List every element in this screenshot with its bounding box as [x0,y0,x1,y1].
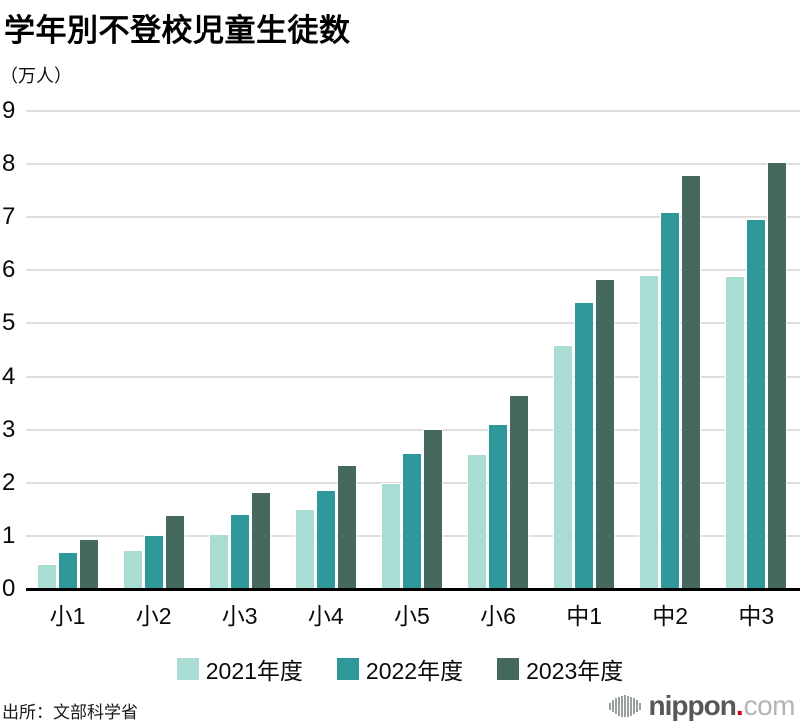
equalizer-bar [614,698,617,714]
y-axis-unit-label: （万人） [0,66,72,86]
bar-2023-小6 [510,396,528,589]
legend-swatch-2023 [497,658,520,680]
gridline-y9 [26,110,800,112]
x-tick-label-小2: 小2 [135,603,172,629]
bar-2022-小1 [58,553,77,589]
bar-group-小3 [209,493,270,589]
gridline-y6 [26,269,800,272]
bar-2021-小5 [381,484,400,589]
x-tick-label-中1: 中1 [566,603,602,629]
bar-2023-中2 [682,176,701,589]
bar-2022-中1 [575,303,594,589]
legend-item-2023: 2023年度 [497,652,623,686]
logo-dot: . [735,690,744,721]
bar-2023-小2 [165,516,184,589]
bar-group-小6 [468,396,528,589]
gridline-y8 [26,163,800,166]
y-tick-label-1: 1 [2,521,16,549]
legend-label-2023: 2023年度 [526,658,624,684]
equalizer-bar [632,698,635,714]
bar-2022-小3 [230,515,249,589]
plot-area [26,110,800,591]
bar-group-小4 [295,466,356,589]
bar-group-中2 [640,176,701,589]
legend-swatch-2022 [336,658,359,680]
y-tick-label-0: 0 [2,575,16,602]
equalizer-bar [611,700,614,712]
legend-item-2022: 2022年度 [336,652,464,686]
bar-group-中3 [726,163,787,589]
bar-2023-小1 [79,540,98,589]
y-tick-label-7: 7 [2,203,16,231]
legend-label-2022: 2022年度 [365,658,464,684]
equalizer-bar [608,702,611,710]
bar-2022-小5 [402,454,421,589]
gridline-y7 [26,216,800,219]
bar-group-中1 [554,280,615,589]
x-tick-label-小3: 小3 [221,603,258,629]
equalizer-bar [629,696,632,716]
chart-title: 学年別不登校児童生徒数 [4,13,351,48]
bar-2023-中1 [596,280,615,589]
bar-2022-中3 [747,220,766,589]
legend: 2021年度 2022年度 2023年度 [0,652,800,686]
gridline-y5 [26,322,800,325]
y-tick-label-4: 4 [2,362,16,390]
gridline-y4 [26,375,800,378]
equalizer-bars-icon [608,695,642,717]
logo-text-bold: nippon [648,690,737,721]
bar-group-小2 [123,516,184,589]
bar-2023-小4 [337,466,356,589]
y-tick-label-8: 8 [2,150,16,178]
bar-2021-中3 [726,277,745,589]
equalizer-bar [638,702,641,710]
nippon-logo: nippon. com [608,689,796,723]
equalizer-bar [635,700,638,712]
equalizer-bar [623,695,626,717]
bar-2023-小5 [423,430,442,589]
x-axis-tick-labels: 小1 小2 小3 小4 小5 小6 中1 中2 中3 [26,597,800,629]
y-tick-label-3: 3 [2,415,16,443]
bar-2022-小6 [489,425,507,589]
logo-text-tld: com [743,690,796,721]
bar-2021-小4 [295,510,314,589]
bar-group-小1 [37,540,98,589]
source-note: 出所：文部科学省 [2,703,138,722]
y-axis-tick-labels: 0 1 2 3 4 5 6 7 8 9 [0,98,20,602]
bar-2022-小4 [316,491,335,589]
bar-group-小5 [381,430,442,589]
bar-2022-小2 [144,536,163,589]
gridline-y3 [26,428,800,431]
bar-2021-小3 [209,535,228,589]
x-tick-label-小6: 小6 [480,603,516,629]
equalizer-bar [617,696,620,716]
legend-label-2021: 2021年度 [205,658,303,684]
bar-2023-中3 [768,163,787,589]
bar-2021-中2 [640,276,659,589]
x-tick-label-中2: 中2 [652,603,689,629]
y-tick-label-5: 5 [2,309,16,337]
equalizer-bar [626,695,629,717]
bar-2023-小3 [251,493,270,589]
legend-item-2021: 2021年度 [176,652,303,686]
legend-swatch-2021 [176,658,199,680]
x-axis-line [26,588,800,591]
bar-2021-小1 [37,565,56,589]
bar-2022-中2 [661,213,680,589]
x-tick-label-小4: 小4 [307,603,344,629]
bar-2021-小2 [123,551,142,589]
y-tick-label-6: 6 [2,256,16,284]
x-tick-label-小1: 小1 [49,603,86,629]
equalizer-bar [620,695,623,717]
y-tick-label-2: 2 [2,468,16,496]
y-tick-label-9: 9 [2,97,16,124]
x-tick-label-小5: 小5 [393,603,430,629]
bar-2021-中1 [554,346,573,589]
x-tick-label-中3: 中3 [738,603,775,629]
bar-2021-小6 [468,455,486,589]
